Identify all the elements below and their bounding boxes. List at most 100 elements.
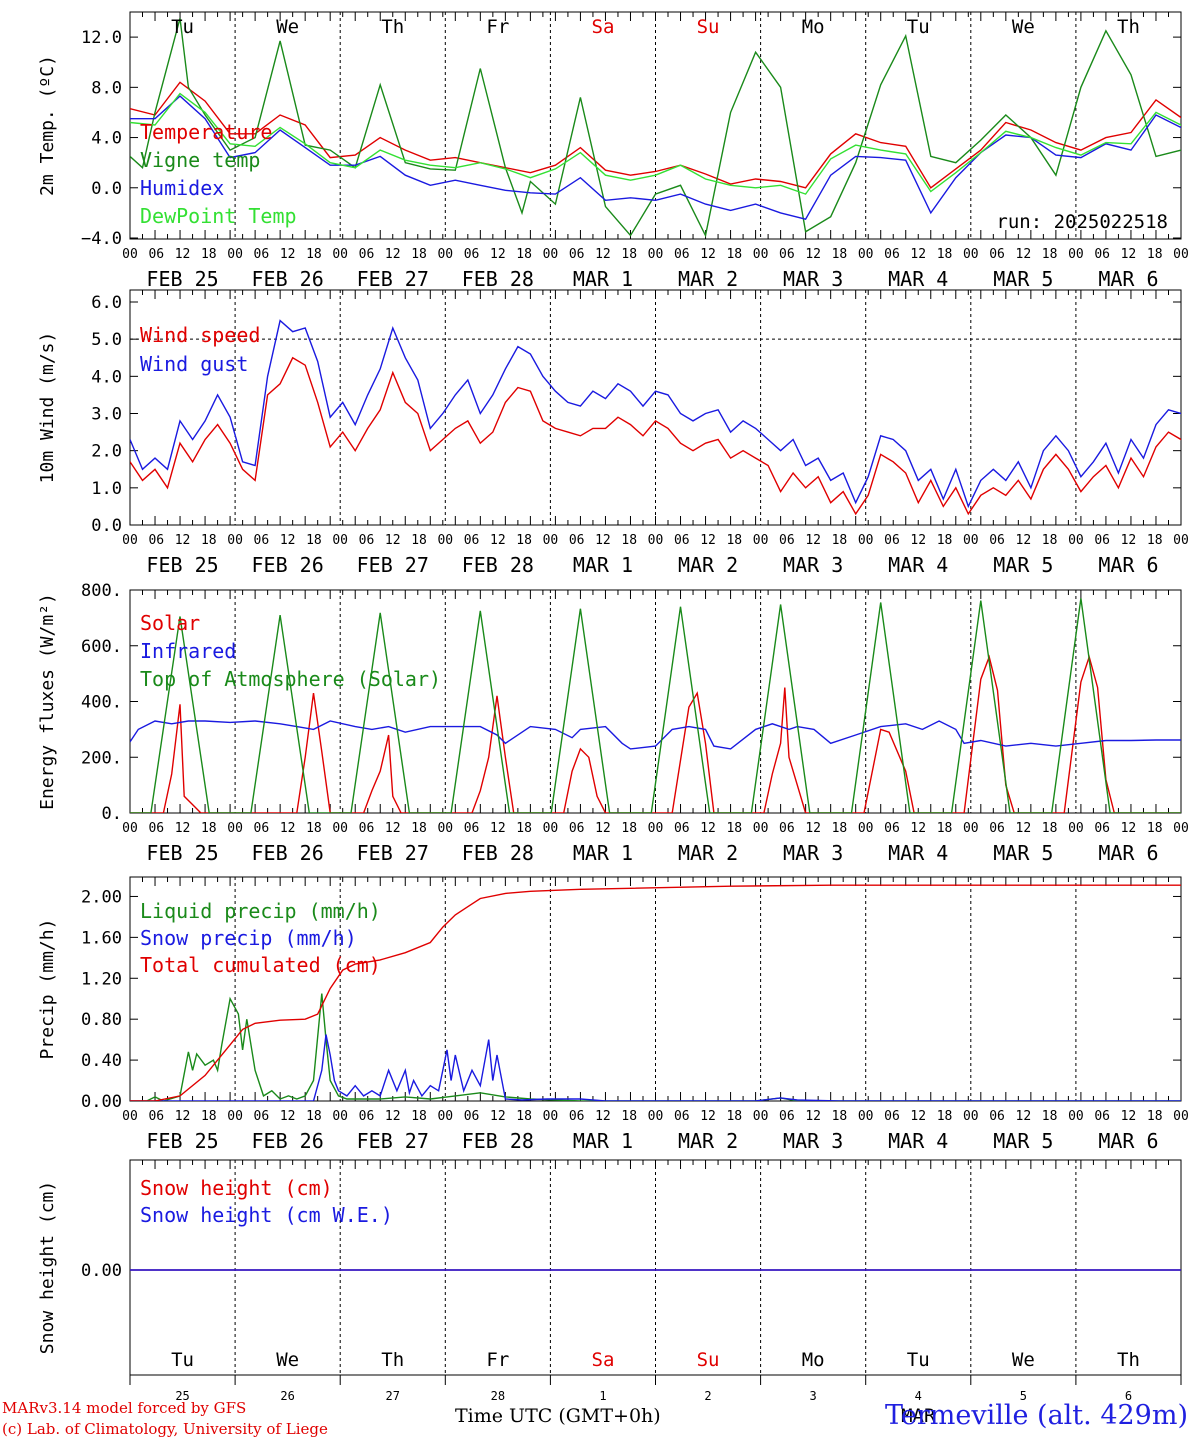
hour-tick-label: 00 [332, 821, 348, 836]
hour-tick-label: 00 [332, 533, 348, 548]
series-line [130, 81, 1181, 189]
hour-tick-label: 06 [569, 247, 585, 262]
day-number-label: 28 [491, 1389, 505, 1403]
hour-tick-label: 00 [227, 533, 243, 548]
weekday-label: Sa [592, 1349, 615, 1371]
y-tick-label: 4.0 [91, 129, 122, 149]
weekday-label: We [1012, 1349, 1035, 1371]
date-label: FEB 27 [357, 1129, 429, 1153]
hour-tick-label: 06 [1094, 821, 1110, 836]
date-label: MAR 4 [888, 553, 948, 577]
y-tick-label: 600. [81, 637, 122, 657]
hour-tick-label: 00 [543, 1109, 559, 1124]
hour-tick-label: 00 [437, 821, 453, 836]
hour-tick-label: 06 [989, 821, 1005, 836]
date-label: MAR 5 [993, 267, 1053, 291]
hour-tick-label: 12 [700, 821, 716, 836]
legend-entry: Temperature [140, 120, 272, 144]
hour-tick-label: 18 [621, 1109, 637, 1124]
date-label: FEB 27 [357, 841, 429, 865]
weekday-label: Th [381, 16, 404, 38]
hour-tick-label: 00 [1173, 247, 1189, 262]
hour-tick-label: 06 [148, 533, 164, 548]
hour-tick-label: 00 [858, 821, 874, 836]
series-line [130, 356, 1181, 516]
y-axis-label: 10m Wind (m/s) [37, 332, 58, 484]
hour-tick-label: 12 [175, 821, 191, 836]
run-label: run: 2025022518 [996, 211, 1168, 233]
legend-entry: Total cumulated (cm) [140, 953, 381, 977]
date-label: FEB 28 [462, 841, 534, 865]
hour-tick-label: 18 [832, 1109, 848, 1124]
hour-tick-label: 12 [175, 533, 191, 548]
hour-tick-label: 12 [595, 1109, 611, 1124]
hour-tick-label: 06 [989, 533, 1005, 548]
hour-tick-label: 06 [254, 533, 270, 548]
weekday-label: We [276, 1349, 299, 1371]
date-label: MAR 1 [573, 553, 633, 577]
hour-tick-label: 06 [254, 247, 270, 262]
weekday-label: Tu [907, 1349, 930, 1371]
y-tick-label: 5.0 [91, 330, 122, 350]
series-line [130, 92, 1181, 195]
day-number-label: 2 [704, 1389, 711, 1403]
series-line [130, 18, 1181, 238]
hour-tick-label: 12 [805, 533, 821, 548]
hour-tick-label: 06 [359, 1109, 375, 1124]
hour-tick-label: 00 [648, 1109, 664, 1124]
date-label: FEB 26 [252, 553, 324, 577]
date-label: MAR 6 [1098, 553, 1158, 577]
hour-tick-label: 06 [148, 1109, 164, 1124]
hour-tick-label: 18 [411, 247, 427, 262]
hour-tick-label: 06 [569, 1109, 585, 1124]
station-label: Termeville (alt. 429m) [884, 1400, 1188, 1431]
weekday-label: Tu [907, 16, 930, 38]
hour-tick-label: 00 [753, 821, 769, 836]
day-number-label: 6 [1125, 1389, 1132, 1403]
hour-tick-label: 12 [280, 821, 296, 836]
day-number-label: 26 [280, 1389, 294, 1403]
hour-tick-label: 18 [201, 1109, 217, 1124]
hour-tick-label: 00 [437, 1109, 453, 1124]
hour-tick-label: 12 [595, 533, 611, 548]
hour-tick-label: 00 [122, 821, 138, 836]
y-tick-label: 400. [81, 693, 122, 713]
hour-tick-label: 18 [937, 247, 953, 262]
legend-entry: Solar [140, 611, 200, 635]
hour-tick-label: 18 [306, 247, 322, 262]
legend-entry: Wind speed [140, 323, 260, 347]
hour-tick-label: 18 [621, 247, 637, 262]
day-number-label: 27 [386, 1389, 400, 1403]
y-tick-label: 2.00 [81, 887, 122, 907]
hour-tick-label: 06 [464, 1109, 480, 1124]
hour-tick-label: 12 [280, 1109, 296, 1124]
legend-entry: Snow height (cm W.E.) [140, 1203, 393, 1227]
hour-tick-label: 18 [1042, 1109, 1058, 1124]
y-tick-label: 0.40 [81, 1051, 122, 1071]
hour-tick-label: 18 [306, 533, 322, 548]
y-tick-label: 0. [102, 804, 122, 824]
y-tick-label: 4.0 [91, 367, 122, 387]
date-label: MAR 3 [783, 267, 843, 291]
hour-tick-label: 06 [884, 533, 900, 548]
hour-tick-label: 12 [700, 533, 716, 548]
date-label: FEB 25 [146, 1129, 218, 1153]
hour-tick-label: 18 [1147, 247, 1163, 262]
hour-tick-label: 18 [306, 821, 322, 836]
y-tick-label: 2.0 [91, 442, 122, 462]
hour-tick-label: 12 [385, 533, 401, 548]
y-axis-label: Snow height (cm) [37, 1181, 58, 1354]
hour-tick-label: 00 [963, 247, 979, 262]
hour-tick-label: 06 [779, 1109, 795, 1124]
hour-tick-label: 00 [1068, 821, 1084, 836]
date-label: FEB 28 [462, 1129, 534, 1153]
hour-tick-label: 12 [490, 247, 506, 262]
hour-tick-label: 12 [175, 247, 191, 262]
date-label: FEB 28 [462, 553, 534, 577]
date-label: MAR 2 [678, 841, 738, 865]
hour-tick-label: 00 [227, 1109, 243, 1124]
hour-tick-label: 06 [254, 821, 270, 836]
hour-tick-label: 06 [989, 1109, 1005, 1124]
hour-tick-label: 00 [1068, 247, 1084, 262]
